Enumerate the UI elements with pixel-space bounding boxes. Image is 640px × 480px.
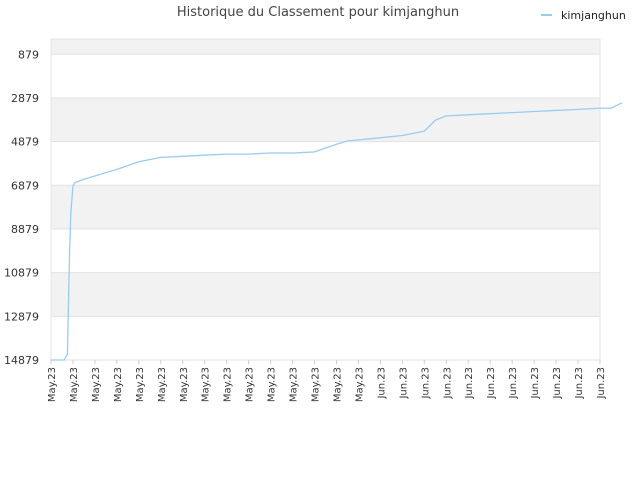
x-axis: May.23 May.23 May.23 May.23 May.23 May.23 May.… bbox=[47, 360, 607, 402]
series-layer bbox=[51, 102, 623, 361]
x-tick-label: Jun.23 bbox=[464, 367, 475, 400]
x-tick-label: May.23 bbox=[245, 367, 256, 402]
x-tick-label: Jun.23 bbox=[486, 367, 497, 400]
x-tick-label: Jun.23 bbox=[376, 367, 387, 400]
chart-title: Historique du Classement pour kimjanghun bbox=[177, 5, 459, 20]
y-tick-label: 10879 bbox=[4, 267, 39, 280]
y-tick-label: 14879 bbox=[4, 354, 39, 367]
x-tick-label: May.23 bbox=[157, 367, 168, 402]
y-tick-label: 2879 bbox=[11, 92, 39, 105]
x-tick-label: Jun.23 bbox=[508, 367, 519, 400]
plot-band bbox=[51, 39, 600, 55]
x-tick-label: Jun.23 bbox=[596, 367, 607, 400]
series-line bbox=[51, 102, 623, 361]
plot-band bbox=[51, 272, 600, 317]
legend-label: kimjanghun bbox=[561, 9, 626, 22]
y-tick-label: 8879 bbox=[11, 223, 39, 236]
x-tick-label: May.23 bbox=[223, 367, 234, 402]
x-tick-label: May.23 bbox=[179, 367, 190, 402]
y-tick-label: 879 bbox=[18, 48, 39, 61]
plot-band bbox=[51, 185, 600, 229]
x-tick-label: May.23 bbox=[289, 367, 300, 402]
plot-band bbox=[51, 141, 600, 186]
x-tick-label: Jun.23 bbox=[420, 367, 431, 400]
plot-band bbox=[51, 97, 600, 142]
x-tick-label: May.23 bbox=[47, 367, 58, 402]
x-tick-label: May.23 bbox=[69, 367, 80, 402]
legend: kimjanghun bbox=[541, 9, 626, 22]
y-tick-label: 12879 bbox=[4, 310, 39, 323]
x-tick-label: May.23 bbox=[311, 367, 322, 402]
plot-band bbox=[51, 54, 600, 98]
plot-band bbox=[51, 316, 600, 360]
y-tick-label: 4879 bbox=[11, 136, 39, 149]
x-tick-label: Jun.23 bbox=[574, 367, 585, 400]
x-tick-label: Jun.23 bbox=[552, 367, 563, 400]
x-tick-label: May.23 bbox=[267, 367, 278, 402]
gridlines bbox=[51, 53, 600, 361]
plot-band bbox=[51, 228, 600, 273]
x-tick-label: May.23 bbox=[332, 367, 343, 402]
x-tick-label: May.23 bbox=[113, 367, 124, 402]
x-tick-label: Jun.23 bbox=[398, 367, 409, 400]
y-tick-label: 6879 bbox=[11, 179, 39, 192]
y-axis: 879 2879 4879 6879 8879 10879 12879 14879 bbox=[4, 48, 39, 367]
x-tick-label: May.23 bbox=[201, 367, 212, 402]
x-tick-label: Jun.23 bbox=[530, 367, 541, 400]
x-tick-label: May.23 bbox=[354, 367, 365, 402]
plot-bands bbox=[50, 38, 601, 361]
x-tick-label: May.23 bbox=[135, 367, 146, 402]
x-tick-label: Jun.23 bbox=[442, 367, 453, 400]
x-tick-label: May.23 bbox=[91, 367, 102, 402]
